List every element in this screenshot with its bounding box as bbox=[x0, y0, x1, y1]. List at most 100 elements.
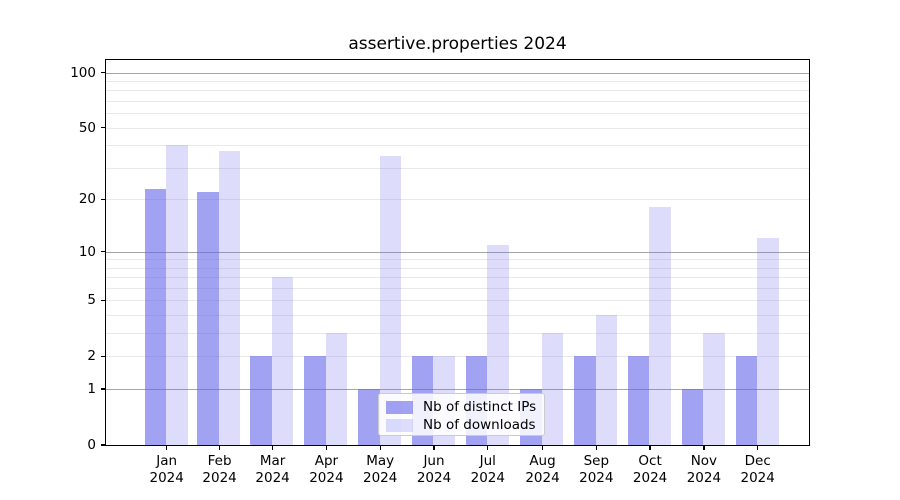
y-tick bbox=[101, 444, 106, 446]
x-tick bbox=[379, 445, 381, 450]
x-tick-month: Jul bbox=[479, 453, 496, 469]
x-tick bbox=[595, 445, 597, 450]
gridline-major bbox=[106, 72, 809, 74]
legend-label-distinct-ips: Nb of distinct IPs bbox=[423, 399, 537, 415]
bar-downloads bbox=[271, 277, 294, 445]
x-tick bbox=[271, 445, 274, 450]
x-tick-month: Mar bbox=[259, 453, 286, 469]
y-tick bbox=[101, 71, 106, 74]
chart-plot-area bbox=[105, 59, 810, 446]
x-tick-month: Sep bbox=[583, 453, 610, 469]
x-tick-year: 2024 bbox=[149, 470, 184, 486]
gridline-minor bbox=[106, 300, 809, 302]
x-tick bbox=[757, 445, 759, 450]
x-tick-label: Oct 2024 bbox=[618, 453, 682, 487]
y-tick bbox=[101, 198, 106, 200]
x-tick-month: Aug bbox=[529, 453, 556, 469]
y-tick bbox=[101, 355, 106, 357]
x-tick-year: 2024 bbox=[416, 470, 452, 486]
x-tick-year: 2024 bbox=[740, 470, 775, 486]
bar-downloads bbox=[325, 333, 348, 445]
x-tick-label: May 2024 bbox=[348, 453, 412, 487]
x-tick bbox=[541, 445, 544, 450]
legend-swatch-downloads bbox=[386, 418, 413, 432]
gridline-minor bbox=[106, 315, 809, 317]
x-tick-month: May bbox=[366, 453, 395, 469]
x-tick-label: Apr 2024 bbox=[294, 453, 358, 487]
y-tick-label: 1 bbox=[87, 381, 96, 398]
x-tick bbox=[325, 445, 328, 450]
x-tick-label: Sep 2024 bbox=[564, 453, 628, 487]
x-tick-year: 2024 bbox=[686, 470, 722, 486]
legend-item-downloads: Nb of downloads bbox=[386, 417, 544, 433]
x-tick-year: 2024 bbox=[202, 470, 237, 486]
bar-downloads bbox=[703, 333, 725, 445]
y-tick-label: 2 bbox=[87, 348, 96, 365]
bar-distinct-ips bbox=[304, 356, 326, 445]
gridline-minor bbox=[106, 81, 809, 82]
bar-downloads bbox=[379, 155, 401, 445]
x-tick-month: Nov bbox=[690, 453, 718, 469]
bar-distinct-ips bbox=[358, 389, 380, 445]
bar-downloads bbox=[166, 145, 188, 445]
y-tick bbox=[101, 127, 106, 129]
x-tick-label: Jan 2024 bbox=[135, 453, 199, 487]
y-tick bbox=[101, 388, 106, 390]
gridline-minor bbox=[106, 259, 809, 261]
y-tick-label: 0 bbox=[87, 437, 96, 453]
x-tick bbox=[433, 445, 435, 450]
gridline-minor bbox=[106, 267, 809, 269]
x-tick-year: 2024 bbox=[363, 470, 398, 486]
x-tick-year: 2024 bbox=[579, 470, 614, 486]
gridline-minor bbox=[106, 127, 809, 129]
x-tick-year: 2024 bbox=[632, 470, 668, 486]
x-tick bbox=[487, 445, 489, 450]
y-tick bbox=[101, 250, 106, 253]
gridline-minor bbox=[106, 288, 809, 289]
x-tick-label: Aug 2024 bbox=[511, 453, 575, 487]
x-tick-label: Nov 2024 bbox=[672, 453, 736, 487]
bar-downloads bbox=[595, 315, 618, 445]
gridline-major bbox=[106, 251, 809, 253]
bar-distinct-ips bbox=[144, 188, 166, 445]
gridline-minor bbox=[106, 167, 809, 169]
bar-distinct-ips bbox=[681, 389, 704, 445]
x-tick-year: 2024 bbox=[470, 470, 505, 486]
x-tick-label: Jun 2024 bbox=[402, 453, 466, 487]
x-tick-label: Feb 2024 bbox=[188, 453, 252, 487]
bar-downloads bbox=[541, 333, 564, 445]
bar-distinct-ips bbox=[250, 356, 272, 445]
legend-label-downloads: Nb of downloads bbox=[423, 417, 536, 433]
x-tick-year: 2024 bbox=[525, 470, 560, 486]
y-tick-label: 50 bbox=[78, 119, 96, 136]
x-tick bbox=[649, 445, 651, 450]
bar-distinct-ips bbox=[627, 356, 650, 445]
y-tick-label: 5 bbox=[87, 292, 96, 309]
x-tick-label: Dec 2024 bbox=[726, 453, 790, 487]
y-tick bbox=[101, 299, 106, 302]
legend-swatch-distinct-ips bbox=[386, 400, 413, 414]
x-tick-label: Jul 2024 bbox=[456, 453, 520, 487]
y-tick-label: 100 bbox=[70, 64, 96, 81]
bar-downloads bbox=[218, 151, 241, 445]
legend-item-distinct-ips: Nb of distinct IPs bbox=[386, 399, 544, 415]
x-tick-month: Oct bbox=[638, 453, 662, 469]
gridline-minor bbox=[106, 90, 809, 92]
x-tick-month: Feb bbox=[207, 453, 232, 469]
bar-downloads bbox=[757, 238, 779, 445]
x-tick-month: Dec bbox=[744, 453, 771, 469]
bar-distinct-ips bbox=[735, 356, 757, 445]
gridline-minor bbox=[106, 145, 809, 147]
gridline-minor bbox=[106, 277, 809, 279]
bar-downloads bbox=[649, 207, 671, 445]
gridline-minor bbox=[106, 113, 809, 115]
gridline-minor bbox=[106, 356, 809, 358]
bar-distinct-ips bbox=[574, 356, 596, 445]
x-tick-month: Apr bbox=[314, 453, 339, 469]
gridline-minor bbox=[106, 101, 809, 102]
x-tick bbox=[166, 445, 168, 450]
x-tick-label: Mar 2024 bbox=[241, 453, 305, 487]
x-tick-month: Jun bbox=[423, 453, 445, 469]
gridline-minor bbox=[106, 199, 809, 201]
